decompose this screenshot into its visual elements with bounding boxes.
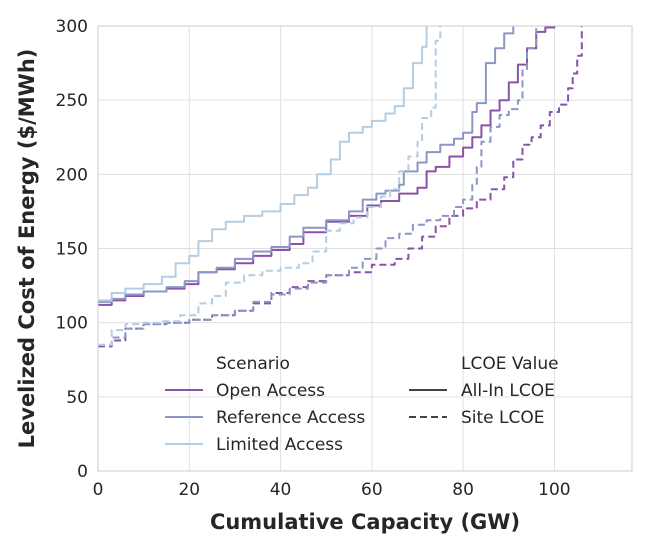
legend: Scenario Open Access Reference Access Limit… <box>165 354 559 455</box>
series-line-limited-access-all-in-lcoe <box>98 26 428 302</box>
y-tick-label: 50 <box>66 388 88 408</box>
x-tick-label: 0 <box>93 480 104 500</box>
legend-label: Site LCOE <box>461 408 545 428</box>
tick-labels: 0 20 40 60 80 100 0 50 100 150 200 250 300 <box>56 17 571 500</box>
legend-label: Limited Access <box>216 435 343 455</box>
legend-title-lcoe-value: LCOE Value <box>461 354 559 374</box>
x-tick-label: 100 <box>538 480 570 500</box>
x-tick-label: 40 <box>270 480 292 500</box>
series-lines <box>98 26 583 348</box>
x-tick-label: 60 <box>361 480 383 500</box>
plot-frame <box>97 25 633 472</box>
legend-label: Open Access <box>216 381 325 401</box>
legend-title-scenario: Scenario <box>216 354 290 374</box>
legend-label: All-In LCOE <box>461 381 555 401</box>
series-line-limited-access-site-lcoe <box>98 26 442 346</box>
y-tick-label: 100 <box>56 314 88 334</box>
x-axis-title: Cumulative Capacity (GW) <box>210 510 520 534</box>
series-line-open-access-site-lcoe <box>98 26 583 348</box>
x-tick-label: 20 <box>178 480 200 500</box>
y-axis-title: Levelized Cost of Energy ($/MWh) <box>15 49 39 449</box>
y-tick-label: 150 <box>56 240 88 260</box>
y-tick-label: 200 <box>56 165 88 185</box>
y-tick-label: 250 <box>56 91 88 111</box>
series-line-reference-access-all-in-lcoe <box>98 26 515 303</box>
y-tick-label: 0 <box>77 462 88 482</box>
x-tick-label: 80 <box>452 480 474 500</box>
series-line-open-access-all-in-lcoe <box>98 26 556 306</box>
legend-label: Reference Access <box>216 408 365 428</box>
y-tick-label: 300 <box>56 17 88 37</box>
